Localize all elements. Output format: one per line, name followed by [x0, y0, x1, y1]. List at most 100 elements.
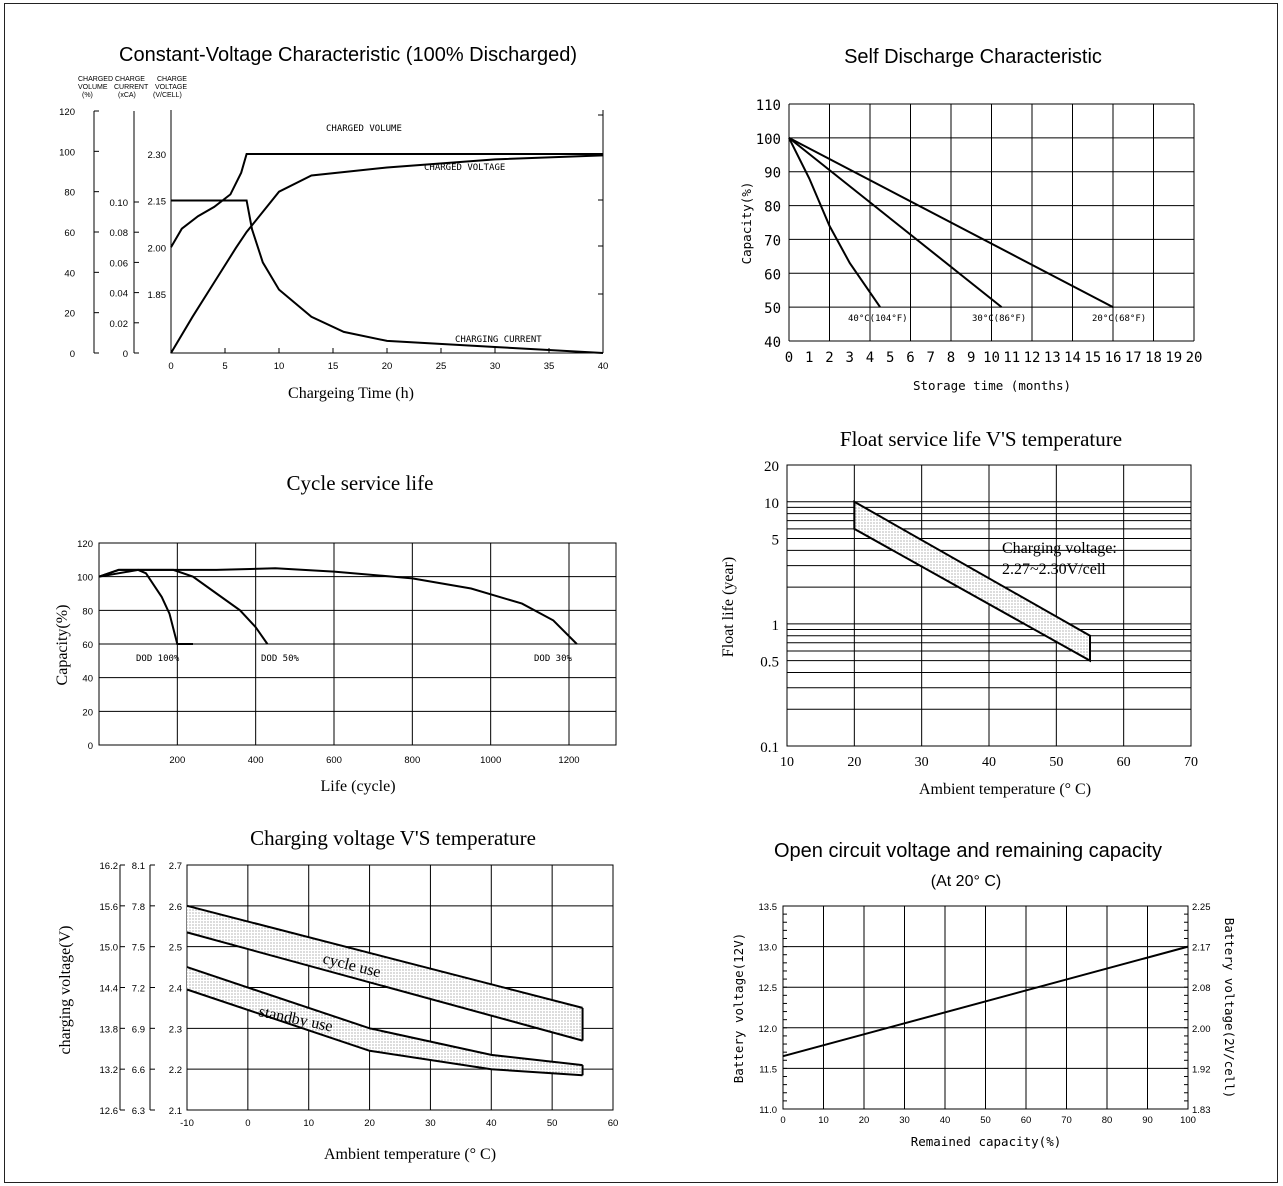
ocv-xtick-label: 50: [980, 1115, 991, 1126]
fl-xtick-label: 60: [1117, 755, 1131, 770]
ocv-xtick-label: 100: [1180, 1115, 1196, 1126]
fl-ytick-label: 0.1: [760, 740, 779, 756]
sd-xtick-label: 8: [947, 350, 955, 366]
sd-xtick-label: 4: [866, 350, 874, 366]
cyc-label-dod30: DOD 30%: [534, 654, 573, 664]
cv-voltage-tick-label: 2.30: [148, 150, 167, 161]
ocv-subtitle: (At 20° C): [931, 873, 1001, 890]
cyc-label-dod100: DOD 100%: [136, 654, 180, 664]
cvt-ytick-cell-label: 2.6: [169, 902, 182, 913]
cv-xtick-label: 0: [168, 361, 173, 372]
cv-current-tick-label: 0: [123, 349, 128, 360]
sd-xtick-label: 5: [886, 350, 894, 366]
cv-xtick-label: 5: [222, 361, 227, 372]
ocv-series-line: [782, 945, 1189, 1058]
cvt-ytick-12v-label: 13.8: [100, 1024, 119, 1035]
cyc-ytick-label: 120: [77, 539, 93, 550]
cv-xtick-label: 20: [382, 361, 393, 372]
sd-xtick-label: 14: [1064, 350, 1081, 366]
cv-voltage-tick-label: 2.15: [148, 197, 167, 208]
cvt-ytick-6v-label: 7.8: [132, 902, 145, 913]
cvt-title: Charging voltage V'S temperature: [250, 826, 536, 850]
cv-volume-tick-label: 60: [64, 228, 75, 239]
cv-current-tick-label: 0.04: [110, 289, 129, 300]
charging-voltage-temp-chart: Charging voltage V'S temperature -10 0 10 2…: [57, 826, 618, 1163]
cvt-band: [187, 905, 583, 1041]
ocv-xtick-label: 10: [818, 1115, 829, 1126]
ocv-ytick-label: 11.0: [759, 1105, 777, 1116]
cyc-series-line: [98, 568, 269, 645]
cv-current-tick-label: 0.06: [110, 258, 129, 269]
cv-current-tick-label: 0.02: [110, 319, 129, 330]
fl-xtick-label: 10: [780, 755, 794, 770]
cyc-xtick-label: 1200: [558, 755, 579, 766]
cv-volume-tick-label: 0: [70, 349, 75, 360]
sd-xtick-label: 2: [825, 350, 833, 366]
sd-xtick-label: 16: [1105, 350, 1122, 366]
cyc-series-line: [98, 568, 193, 645]
cv-header-volume: CHARGED VOLUME (%): [78, 76, 113, 99]
ocv-xtick-label: 60: [1021, 1115, 1032, 1126]
ocv-ytick-right-label: 2.25: [1192, 902, 1211, 913]
cvt-ytick-12v-label: 14.4: [100, 984, 119, 995]
fl-ytick-label: 20: [764, 459, 779, 475]
sd-label-30c: 30°C(86°F): [972, 314, 1026, 324]
fl-xtick-label: 20: [847, 755, 861, 770]
cvt-ytick-cell-label: 2.1: [169, 1106, 182, 1117]
fl-ytick-label: 5: [772, 533, 780, 549]
cvt-xlabel: Ambient temperature (° C): [324, 1146, 496, 1163]
fl-xtick-label: 40: [982, 755, 996, 770]
cv-xtick-label: 40: [598, 361, 609, 372]
sd-ytick-label: 40: [764, 335, 781, 351]
fl-xtick-label: 30: [915, 755, 929, 770]
cvt-ytick-6v-label: 6.6: [132, 1065, 145, 1076]
cvt-band-lower: [186, 931, 583, 1042]
self-discharge-chart: Self Discharge Characteristic 4050607080…: [739, 46, 1202, 393]
sd-series-line: [788, 137, 1114, 308]
fl-annotation-line1: Charging voltage:: [1002, 540, 1117, 557]
cyc-ytick-label: 100: [77, 573, 93, 584]
cyc-xtick-label: 600: [326, 755, 342, 766]
cvt-ytick-6v-label: 6.9: [132, 1024, 145, 1035]
sd-xtick-label: 13: [1044, 350, 1061, 366]
cvt-xtick-label: 40: [486, 1118, 497, 1129]
open-circuit-voltage-chart: Open circuit voltage and remaining capac…: [731, 840, 1237, 1149]
constant-voltage-chart: Constant-Voltage Characteristic (100% Di…: [59, 44, 608, 402]
cyc-xlabel: Life (cycle): [320, 778, 395, 795]
cvt-ytick-cell-label: 2.3: [169, 1024, 182, 1035]
ocv-ytick-label: 13.0: [759, 943, 778, 954]
cvt-xtick-label: 10: [303, 1118, 314, 1129]
cvt-ytick-12v-label: 13.2: [100, 1065, 119, 1076]
fl-title: Float service life V'S temperature: [840, 427, 1122, 451]
cv-xtick-label: 25: [436, 361, 447, 372]
cyc-label-dod50: DOD 50%: [261, 654, 300, 664]
cvt-xtick-label: 50: [547, 1118, 558, 1129]
fl-ytick-label: 1: [772, 618, 780, 634]
cvt-xtick-label: 20: [364, 1118, 375, 1129]
cv-label-charging-current: CHARGING CURRENT: [455, 335, 542, 345]
cv-header-voltage: CHARGE VOLTAGE (V/CELL): [153, 76, 187, 99]
ocv-ytick-label: 12.5: [759, 983, 778, 994]
sd-xtick-label: 17: [1125, 350, 1142, 366]
sd-xtick-label: 3: [846, 350, 854, 366]
cv-header-current: CHARGE CURRENT (xCA): [114, 76, 149, 99]
cv-axis-frame: [170, 110, 603, 354]
ocv-ytick-right-label: 2.00: [1192, 1024, 1211, 1035]
cvt-ytick-6v-label: 7.2: [132, 984, 145, 995]
fl-xtick-label: 70: [1184, 755, 1198, 770]
ocv-ytick-label: 13.5: [759, 902, 778, 913]
ocv-xtick-label: 90: [1142, 1115, 1153, 1126]
cvt-band-lower: [186, 988, 583, 1077]
cyc-ytick-label: 80: [82, 606, 93, 617]
cvt-ytick-cell-label: 2.7: [169, 861, 182, 872]
cv-current-tick-label: 0.08: [110, 228, 129, 239]
sd-xtick-label: 0: [785, 350, 793, 366]
sd-xtick-label: 7: [927, 350, 935, 366]
cyc-title: Cycle service life: [287, 471, 434, 495]
sd-xtick-label: 20: [1186, 350, 1203, 366]
cyc-ylabel: Capacity(%): [54, 605, 71, 686]
sd-ytick-label: 50: [764, 301, 781, 317]
cv-xtick-label: 35: [544, 361, 555, 372]
cvt-ylabel: charging voltage(V): [57, 926, 74, 1055]
cv-voltage-tick-label: 1.85: [148, 290, 167, 301]
